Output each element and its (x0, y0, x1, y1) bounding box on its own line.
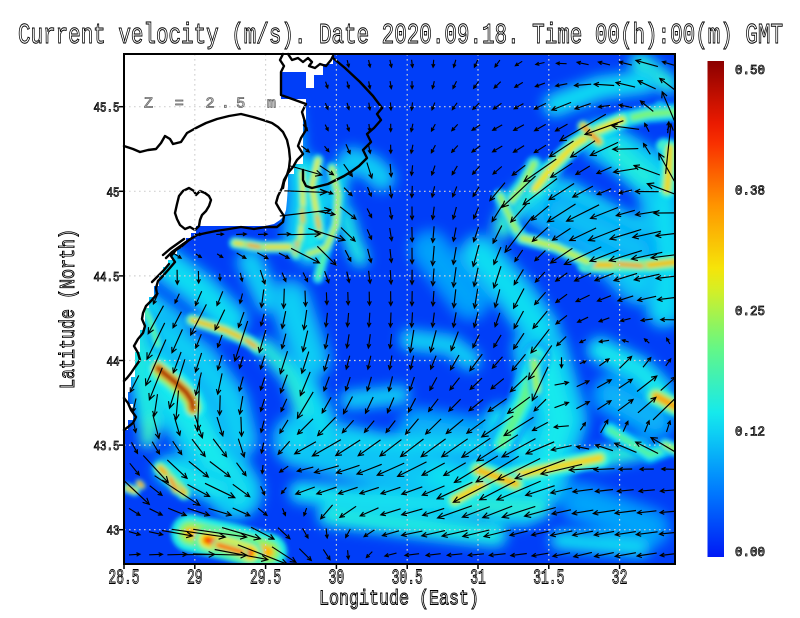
svg-text:29.5: 29.5 (250, 568, 281, 591)
svg-text:Current velocity (m/s). Date 2: Current velocity (m/s). Date 2020.09.18.… (18, 19, 783, 52)
svg-text:32: 32 (612, 568, 628, 591)
svg-text:44.5: 44.5 (94, 271, 120, 286)
svg-text:44: 44 (107, 356, 120, 371)
svg-text:Longitude (East): Longitude (East) (319, 589, 479, 612)
svg-text:31: 31 (470, 568, 486, 591)
svg-text:29: 29 (187, 568, 203, 591)
svg-text:45: 45 (107, 186, 120, 201)
svg-text:0.50: 0.50 (735, 64, 765, 79)
svg-text:30: 30 (329, 568, 345, 591)
svg-text:0.25: 0.25 (735, 305, 765, 320)
svg-text:31.5: 31.5 (533, 568, 564, 591)
svg-text:43: 43 (107, 525, 120, 540)
svg-text:0.00: 0.00 (735, 546, 765, 561)
svg-text:30.5: 30.5 (392, 568, 423, 591)
svg-text:Latitude (North): Latitude (North) (58, 229, 81, 389)
svg-text:Z = 2.5 m: Z = 2.5 m (144, 96, 276, 113)
svg-text:45.5: 45.5 (94, 102, 120, 117)
svg-text:0.38: 0.38 (735, 185, 765, 200)
svg-text:0.12: 0.12 (735, 426, 765, 441)
svg-text:28.5: 28.5 (108, 568, 139, 591)
svg-text:43.5: 43.5 (94, 440, 120, 455)
